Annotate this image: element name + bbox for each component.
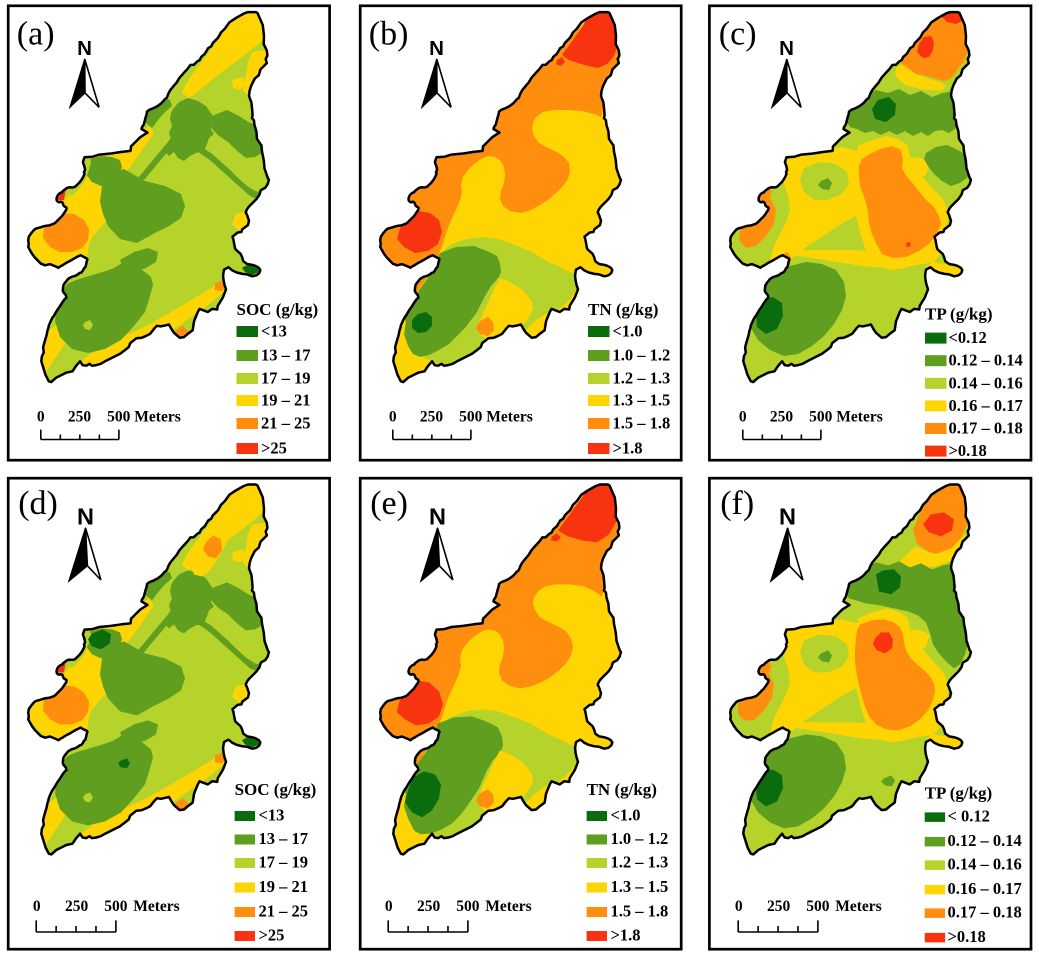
svg-text:>0.18: >0.18 [948,927,986,946]
svg-text:19 – 21: 19 – 21 [261,391,311,410]
svg-text:19 – 21: 19 – 21 [259,877,309,896]
svg-text:0.14 – 0.16: 0.14 – 0.16 [949,373,1023,392]
svg-text:500: 500 [107,409,131,426]
svg-text:N: N [77,504,94,530]
svg-text:13 – 17: 13 – 17 [261,346,311,365]
svg-text:>1.8: >1.8 [611,926,641,945]
svg-text:(b): (b) [369,16,409,53]
svg-text:0.12 – 0.14: 0.12 – 0.14 [949,351,1023,370]
svg-text:1.5 – 1.8: 1.5 – 1.8 [613,414,671,433]
svg-text:Meters: Meters [836,409,882,426]
svg-text:500: 500 [806,898,830,915]
svg-text:>1.8: >1.8 [613,439,643,458]
svg-text:21 – 25: 21 – 25 [259,902,309,921]
svg-text:<13: <13 [261,322,287,341]
svg-text:1.0 – 1.2: 1.0 – 1.2 [611,829,669,848]
svg-text:SOC (g/kg): SOC (g/kg) [237,300,319,319]
svg-text:Meters: Meters [486,409,532,426]
svg-text:N: N [429,37,444,60]
svg-text:500: 500 [459,409,483,426]
svg-text:0.16 – 0.17: 0.16 – 0.17 [948,879,1022,898]
svg-text:250: 250 [417,898,441,915]
svg-text:>25: >25 [259,926,285,945]
svg-text:<1.0: <1.0 [613,322,643,341]
svg-text:N: N [779,504,796,530]
svg-text:0: 0 [37,409,45,426]
svg-text:1.3 – 1.5: 1.3 – 1.5 [611,877,669,896]
svg-text:17 – 19: 17 – 19 [261,369,311,388]
svg-text:N: N [77,37,92,60]
svg-text:500: 500 [809,409,833,426]
svg-text:0: 0 [389,409,397,426]
svg-text:TP (g/kg): TP (g/kg) [925,784,993,803]
svg-text:Meters: Meters [485,898,531,915]
svg-text:<1.0: <1.0 [611,806,641,825]
svg-text:0.14 – 0.16: 0.14 – 0.16 [948,854,1022,873]
svg-text:TN (g/kg): TN (g/kg) [588,300,658,319]
svg-text:N: N [429,504,446,530]
svg-text:1.3 – 1.5: 1.3 – 1.5 [613,391,671,410]
svg-text:(c): (c) [719,16,757,53]
svg-text:250: 250 [65,898,89,915]
svg-text:>0.18: >0.18 [949,441,987,460]
svg-text:0.16 – 0.17: 0.16 – 0.17 [949,396,1023,415]
svg-text:0.17 – 0.18: 0.17 – 0.18 [949,419,1023,438]
svg-text:1.0 – 1.2: 1.0 – 1.2 [613,346,671,365]
svg-text:21 – 25: 21 – 25 [261,414,311,433]
svg-text:250: 250 [767,898,791,915]
svg-text:TP (g/kg): TP (g/kg) [925,305,993,324]
svg-text:(a): (a) [17,16,55,53]
svg-text:Meters: Meters [133,898,179,915]
svg-text:0: 0 [33,898,41,915]
svg-text:0: 0 [739,409,747,426]
svg-text:1.5 – 1.8: 1.5 – 1.8 [611,902,669,921]
svg-text:<13: <13 [259,806,285,825]
svg-text:Meters: Meters [835,898,881,915]
svg-text:500: 500 [104,898,128,915]
svg-text:0: 0 [385,898,393,915]
svg-text:0.12 – 0.14: 0.12 – 0.14 [948,831,1022,850]
svg-text:(f): (f) [720,485,754,522]
svg-text:250: 250 [68,409,92,426]
svg-text:< 0.12: < 0.12 [948,806,990,825]
svg-text:SOC (g/kg): SOC (g/kg) [235,780,317,799]
svg-text:Meters: Meters [134,409,180,426]
svg-text:N: N [779,37,794,60]
svg-text:250: 250 [770,409,794,426]
svg-text:13 – 17: 13 – 17 [259,829,309,848]
svg-text:<0.12: <0.12 [949,328,987,347]
svg-text:17 – 19: 17 – 19 [259,853,309,872]
svg-text:500: 500 [456,898,480,915]
svg-text:>25: >25 [261,439,287,458]
svg-text:250: 250 [420,409,444,426]
svg-text:1.2 – 1.3: 1.2 – 1.3 [613,369,671,388]
svg-text:(e): (e) [370,485,408,522]
svg-text:TN (g/kg): TN (g/kg) [587,780,657,799]
svg-text:0.17 – 0.18: 0.17 – 0.18 [948,902,1022,921]
svg-text:0: 0 [735,898,743,915]
svg-text:1.2 – 1.3: 1.2 – 1.3 [611,853,669,872]
svg-text:(d): (d) [18,485,58,522]
